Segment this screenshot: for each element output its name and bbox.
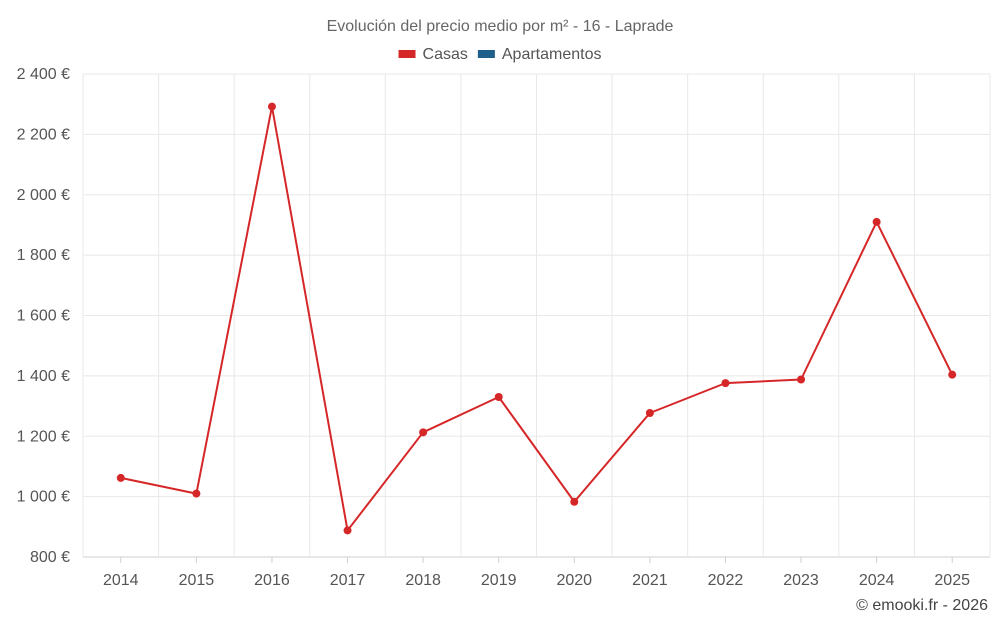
y-tick-label: 2 200 €: [17, 126, 70, 143]
legend-label: Casas: [423, 46, 468, 63]
x-axis: 2014 2015 2016 2017 2018 2019 2020 2021 2022 2023…: [103, 557, 970, 589]
series-line-casas: [120, 105, 954, 532]
legend-item: Casas: [398, 46, 468, 63]
y-tick-label: 1 200 €: [17, 428, 70, 445]
y-tick-label: 800 €: [30, 549, 70, 566]
legend-item: Apartamentos: [477, 46, 602, 63]
data-point: [267, 102, 276, 111]
y-tick-label: 1 800 €: [17, 247, 70, 264]
y-tick-label: 1 600 €: [17, 308, 70, 325]
x-tick-label: 2015: [179, 572, 215, 589]
credit-text: © emooki.fr - 2026: [856, 597, 988, 614]
data-point: [948, 370, 957, 379]
legend: Casas Apartamentos: [398, 46, 602, 63]
x-tick-label: 2017: [330, 572, 366, 589]
y-tick-label: 2 000 €: [17, 187, 70, 204]
data-point: [419, 428, 428, 437]
data-point: [645, 409, 654, 418]
data-point: [721, 379, 730, 388]
chart-title: Evolución del precio medio por m² - 16 -…: [327, 18, 674, 35]
data-point: [494, 393, 503, 402]
y-tick-label: 1 400 €: [17, 368, 70, 385]
legend-swatch: [477, 50, 495, 58]
x-tick-label: 2016: [254, 572, 290, 589]
series-lines: [120, 105, 954, 532]
x-tick-label: 2020: [556, 572, 592, 589]
x-tick-label: 2014: [103, 572, 139, 589]
legend-label: Apartamentos: [502, 46, 602, 63]
legend-swatch: [398, 50, 416, 58]
series-points: [116, 102, 957, 535]
x-tick-label: 2021: [632, 572, 668, 589]
data-point: [116, 473, 125, 482]
data-point: [570, 497, 579, 506]
y-tick-label: 1 000 €: [17, 489, 70, 506]
grid: [82, 73, 991, 558]
x-tick-label: 2022: [708, 572, 744, 589]
data-point: [343, 526, 352, 535]
x-tick-label: 2023: [783, 572, 819, 589]
x-tick-label: 2024: [859, 572, 895, 589]
data-point: [872, 217, 881, 226]
y-tick-label: 2 400 €: [17, 66, 70, 83]
x-tick-label: 2018: [405, 572, 441, 589]
data-point: [797, 375, 806, 384]
data-point: [192, 489, 201, 498]
x-tick-label: 2025: [934, 572, 970, 589]
y-axis: 800 € 1 000 € 1 200 € 1 400 € 1 600 € 1 800 €…: [17, 66, 70, 566]
x-tick-label: 2019: [481, 572, 517, 589]
